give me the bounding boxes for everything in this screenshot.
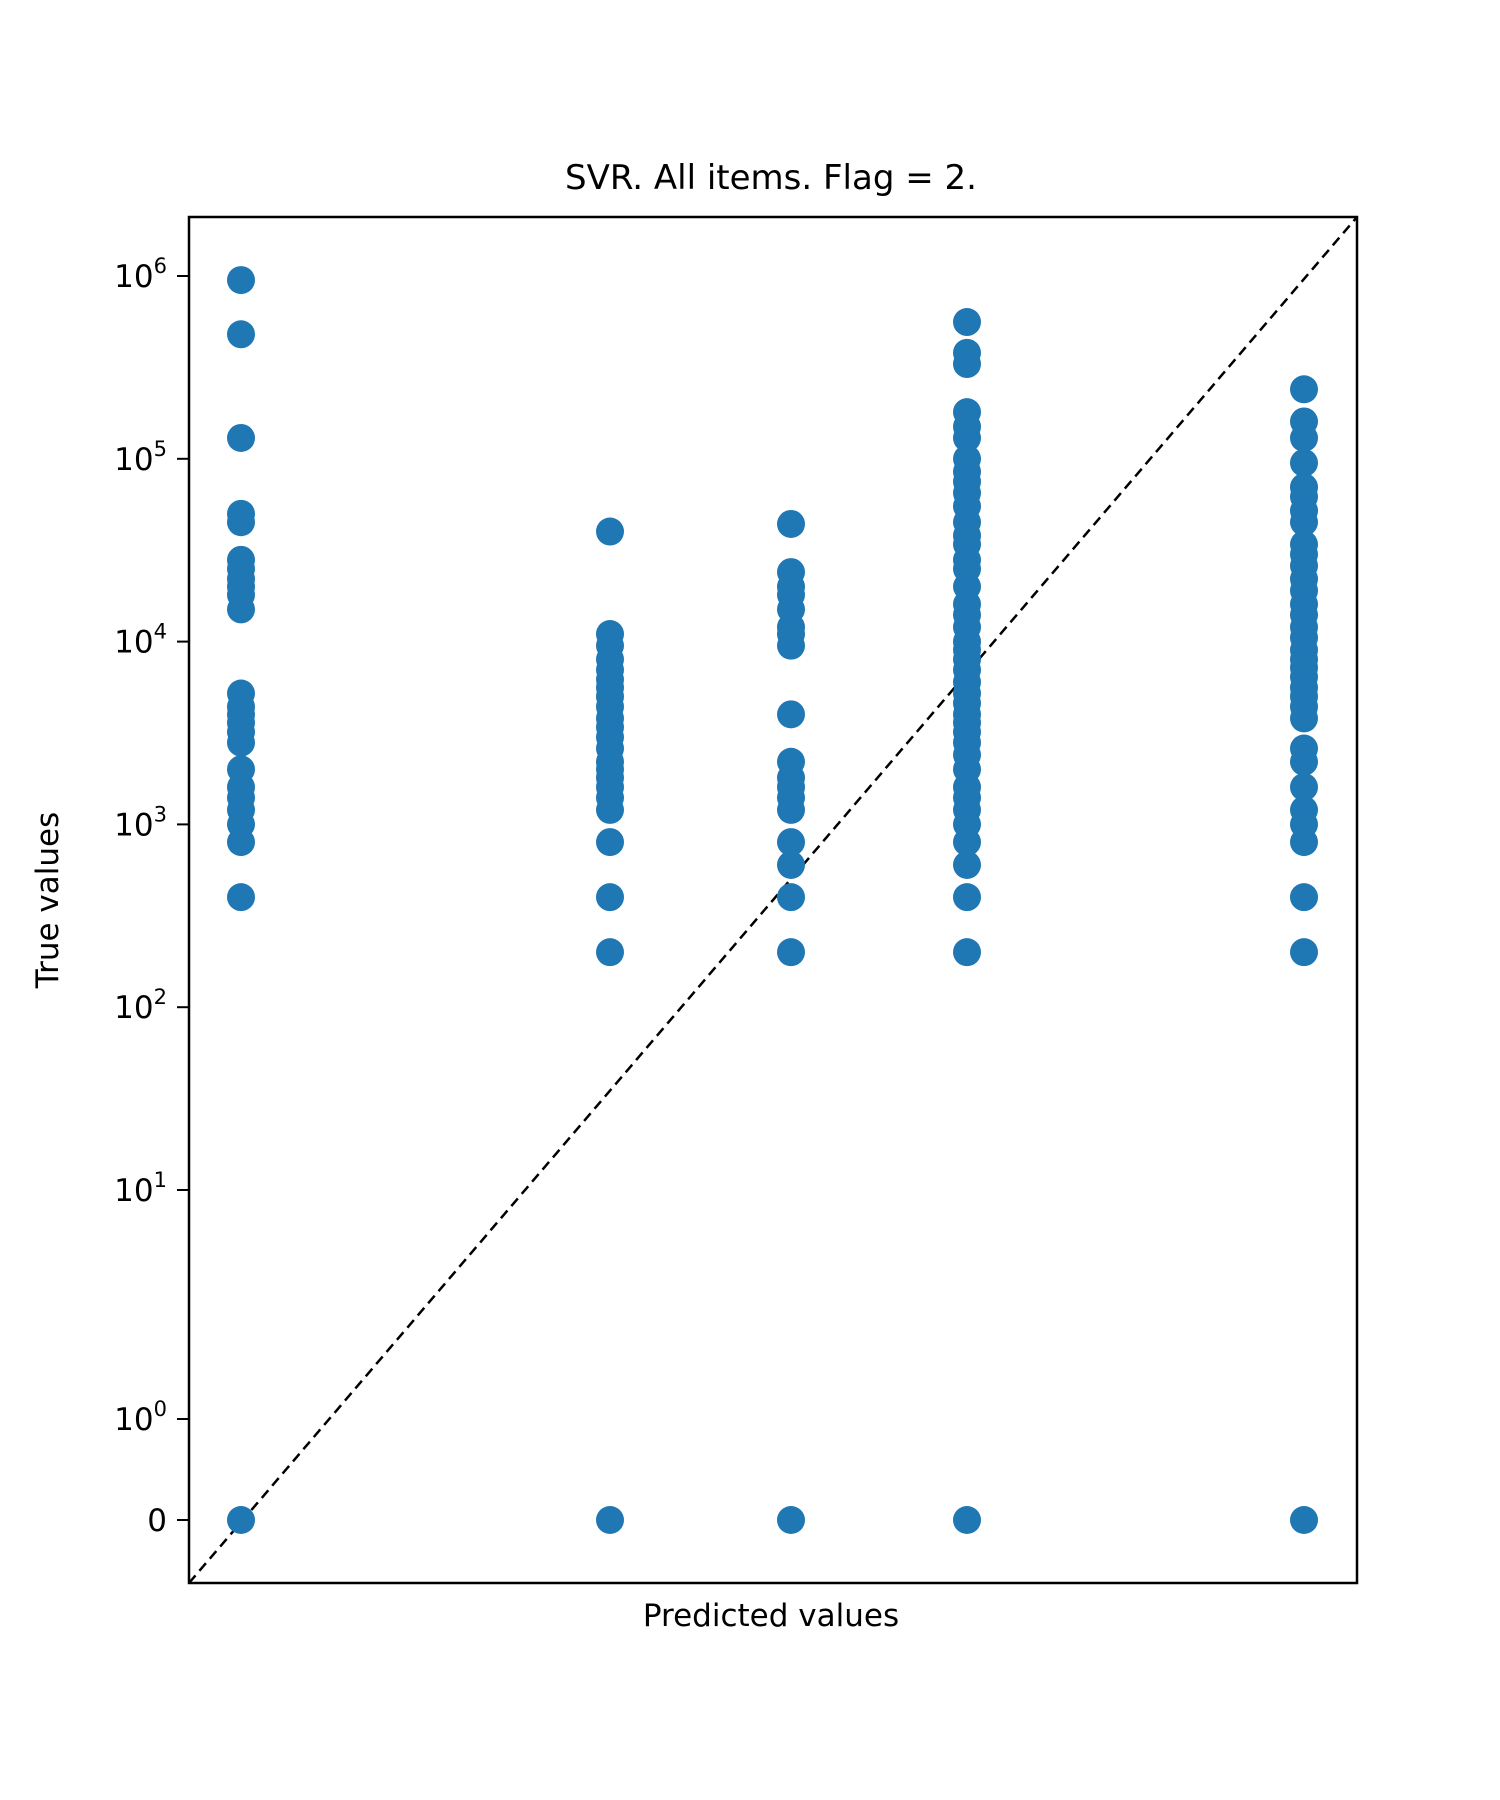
scatter-point <box>1290 734 1318 763</box>
scatter-point <box>596 517 624 546</box>
scatter-point <box>1290 448 1318 477</box>
scatter-point <box>227 423 255 452</box>
scatter-point <box>227 883 255 912</box>
y-axis-label: True values <box>30 812 66 990</box>
scatter-point <box>953 398 981 427</box>
scatter-point <box>953 444 981 473</box>
chart-title: SVR. All items. Flag = 2. <box>565 158 977 198</box>
y-tick-label: 105 <box>114 437 167 478</box>
scatter-point <box>1290 530 1318 559</box>
scatter-point <box>596 938 624 967</box>
scatter-point <box>596 620 624 649</box>
data-points <box>227 266 1318 1534</box>
y-tick-label: 103 <box>114 802 167 843</box>
scatter-point <box>953 883 981 912</box>
scatter-point <box>227 755 255 784</box>
y-tick-label: 106 <box>114 254 167 295</box>
scatter-point <box>227 1506 255 1534</box>
scatter-point <box>953 938 981 967</box>
scatter-point <box>227 320 255 349</box>
scatter-point <box>953 850 981 879</box>
reference-diagonal-line <box>188 216 1358 1584</box>
scatter-point <box>1290 883 1318 912</box>
scatter-point <box>777 883 805 912</box>
scatter-point <box>777 747 805 776</box>
y-axis: 0 100 101 102 103 104 105 106 <box>114 254 189 1539</box>
y-tick-label: 102 <box>114 985 167 1026</box>
scatter-point <box>596 1506 624 1534</box>
scatter-point <box>777 700 805 729</box>
scatter-point <box>953 1506 981 1534</box>
plot-frame <box>187 215 1359 1585</box>
scatter-point <box>777 828 805 857</box>
scatter-point <box>1290 1506 1318 1534</box>
scatter-point <box>1290 473 1318 502</box>
scatter-point <box>1290 795 1318 824</box>
scatter-point <box>596 828 624 857</box>
scatter-point <box>1290 375 1318 404</box>
scatter-point <box>227 266 255 295</box>
scatter-point <box>953 308 981 337</box>
y-tick-label: 104 <box>114 620 167 661</box>
scatter-point <box>777 938 805 967</box>
scatter-point <box>1290 407 1318 436</box>
scatter-point <box>777 509 805 538</box>
scatter-point <box>777 558 805 587</box>
scatter-point <box>777 1506 805 1534</box>
scatter-point <box>1290 773 1318 802</box>
y-tick-label: 100 <box>114 1397 167 1438</box>
scatter-point <box>1290 938 1318 967</box>
scatter-point <box>953 338 981 367</box>
scatter-point <box>596 883 624 912</box>
plot-area <box>187 215 1359 1585</box>
scatter-point <box>777 850 805 879</box>
y-tick-label: 0 <box>147 1503 167 1539</box>
scatter-point <box>227 545 255 574</box>
x-axis-label: Predicted values <box>643 1598 899 1634</box>
y-tick-label: 101 <box>114 1168 167 1209</box>
scatter-point <box>227 679 255 708</box>
scatter-point <box>227 499 255 528</box>
